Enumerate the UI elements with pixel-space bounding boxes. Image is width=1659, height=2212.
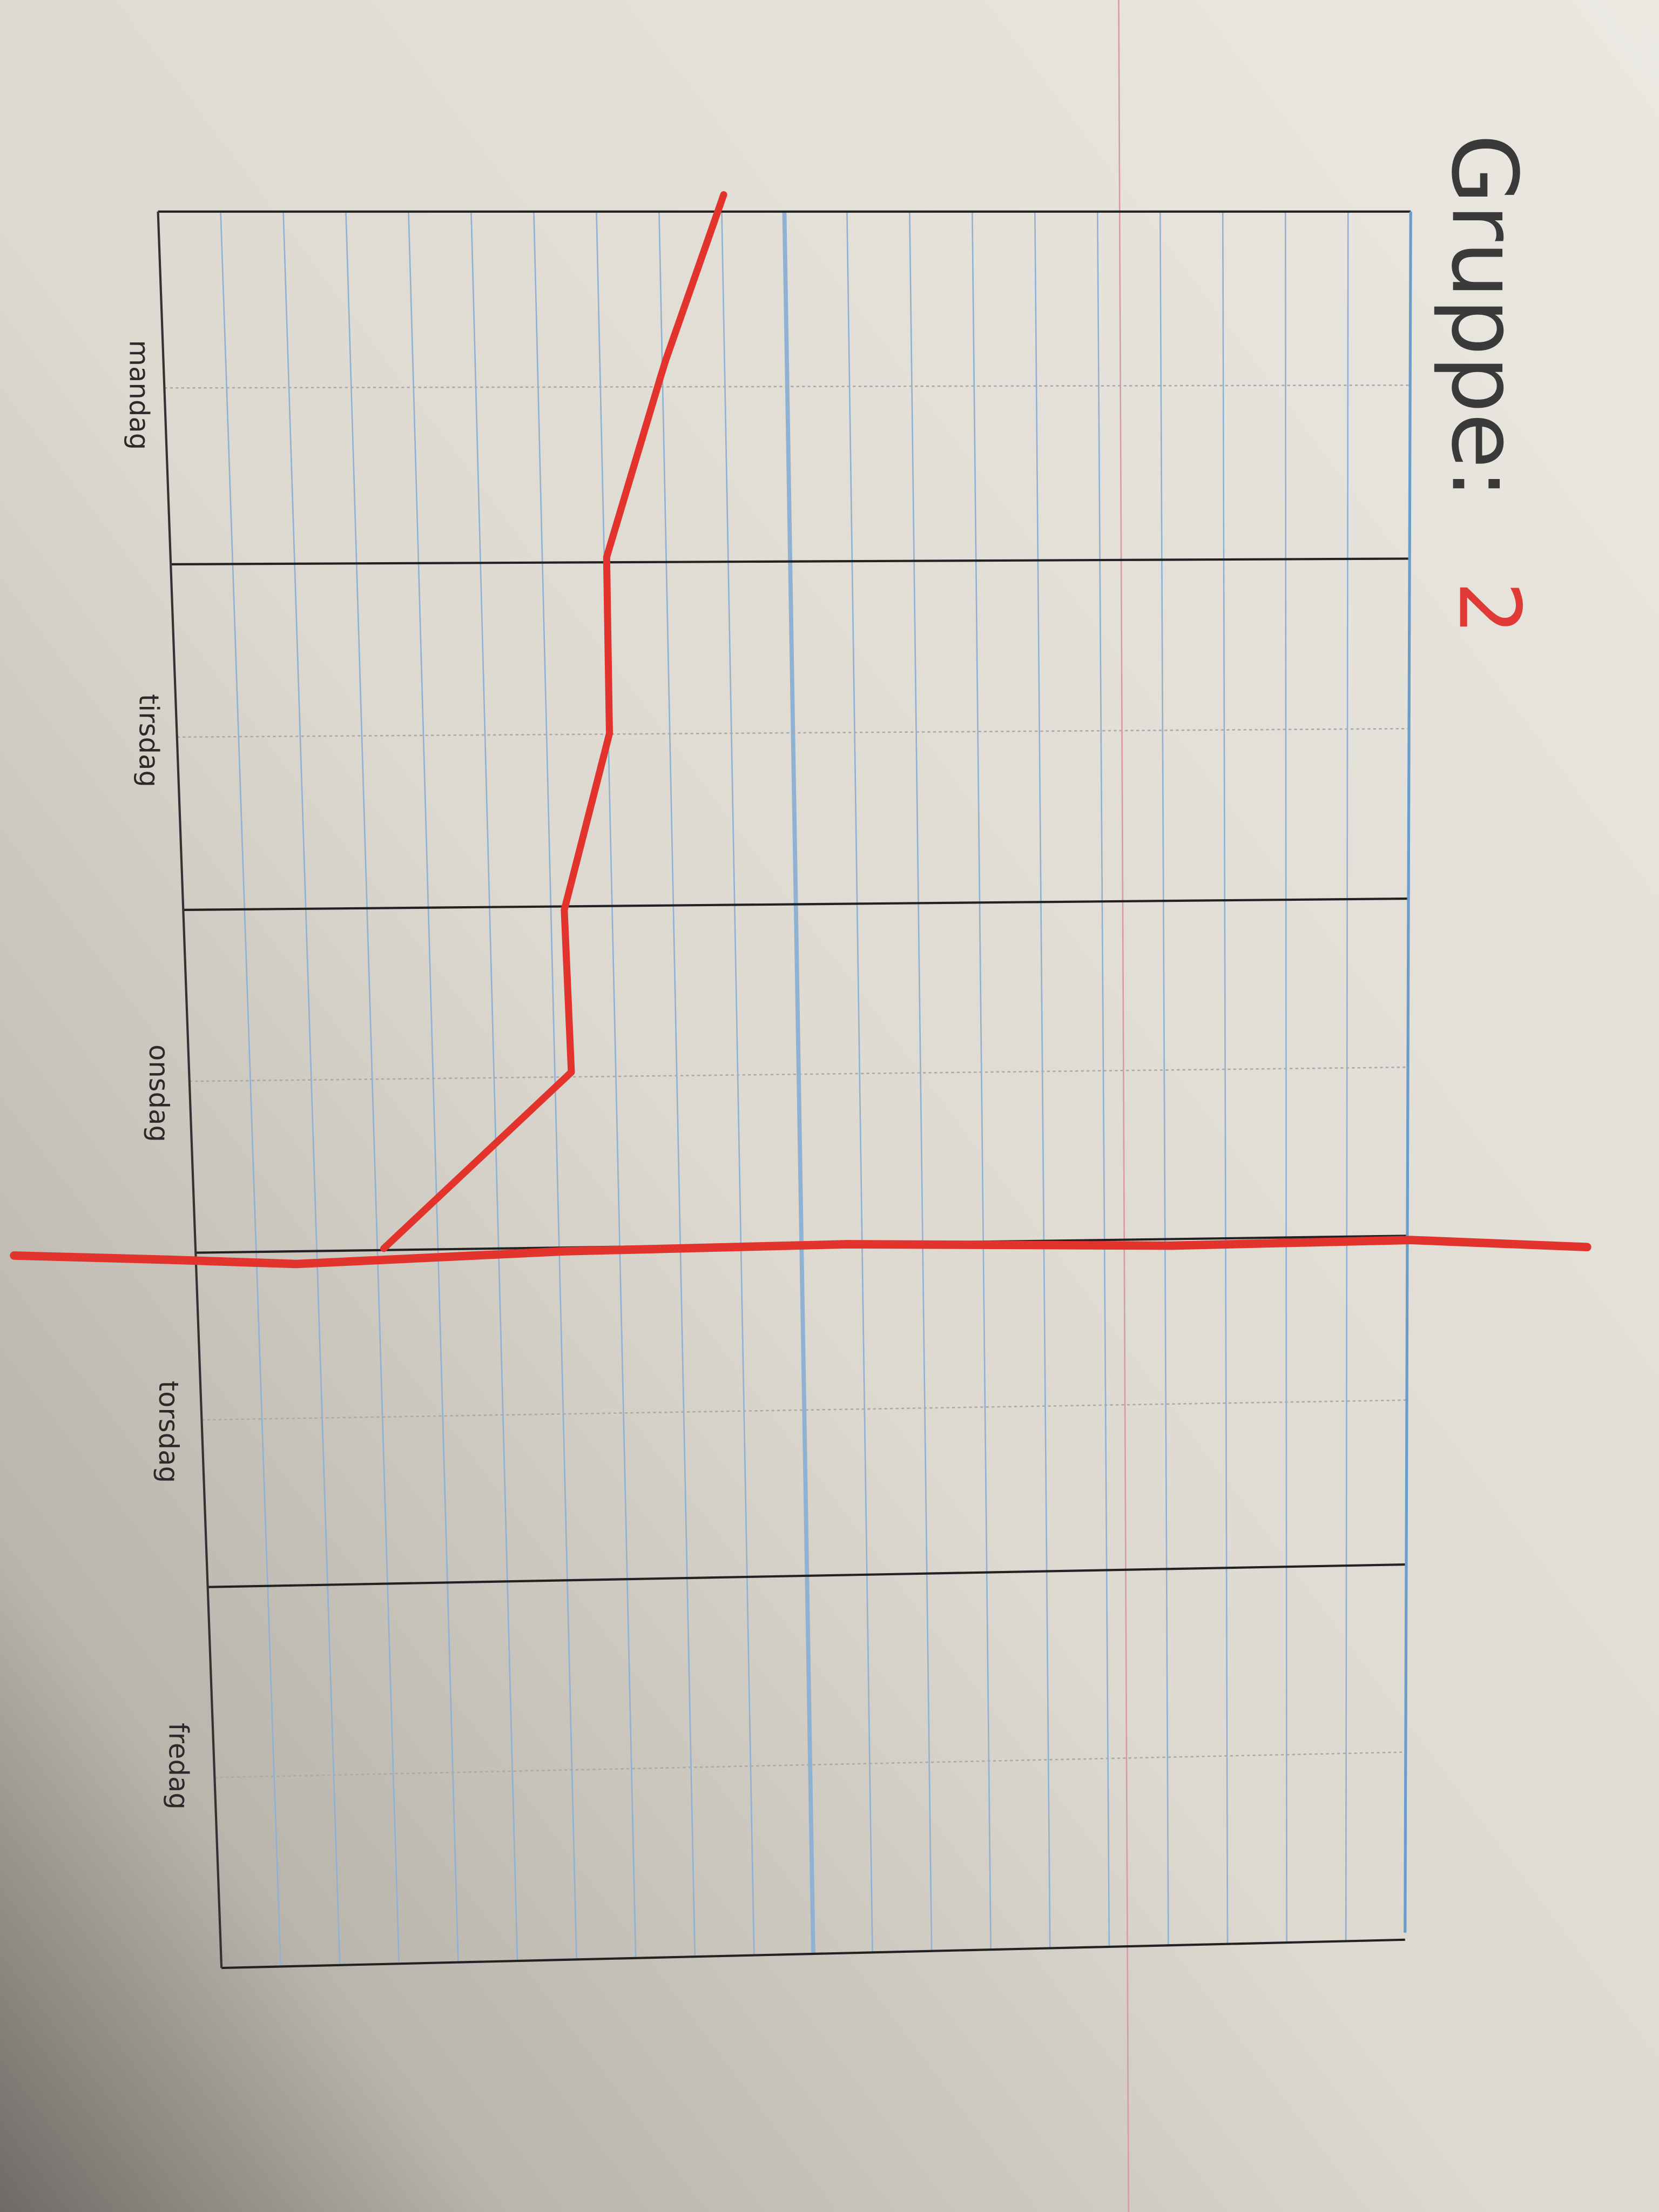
grid-column bbox=[782, 211, 815, 1954]
day-label: tirsdag bbox=[133, 694, 165, 787]
grid-row bbox=[171, 557, 1410, 565]
grid-midline bbox=[164, 384, 1411, 389]
grid-column bbox=[220, 211, 282, 1967]
grid-row bbox=[221, 1938, 1405, 1970]
margin-line bbox=[1118, 0, 1130, 2212]
grid-column bbox=[470, 211, 518, 1961]
grid-row bbox=[183, 897, 1409, 911]
red-curve bbox=[380, 191, 727, 1252]
grid-column bbox=[1345, 211, 1349, 1941]
grid-column bbox=[972, 211, 992, 1950]
grid-column bbox=[596, 211, 637, 1958]
day-label: torsdag bbox=[153, 1381, 184, 1483]
day-label: mandag bbox=[123, 340, 154, 450]
grid-column bbox=[846, 211, 873, 1953]
grid-right bbox=[1404, 211, 1412, 1933]
grid-column bbox=[1159, 211, 1169, 1946]
grid-column bbox=[1097, 211, 1110, 1947]
group-label: Gruppe: bbox=[1432, 134, 1536, 499]
grid-column bbox=[1284, 211, 1287, 1943]
day-labels: mandag tirsdag onsdag torsdag fredag bbox=[123, 340, 194, 1810]
day-label: fredag bbox=[163, 1723, 194, 1810]
day-label: onsdag bbox=[143, 1044, 174, 1142]
grid-column bbox=[408, 211, 459, 1963]
grid-column bbox=[658, 211, 696, 1957]
grid-midline bbox=[177, 727, 1410, 738]
red-baseline bbox=[10, 1236, 1591, 1269]
grid bbox=[157, 210, 1412, 1970]
grid-midline bbox=[201, 1399, 1407, 1421]
group-number: 2 bbox=[1440, 581, 1539, 635]
grid-column bbox=[721, 211, 755, 1955]
grid-row bbox=[207, 1563, 1407, 1588]
grid-column bbox=[909, 211, 933, 1951]
grid-column bbox=[282, 211, 341, 1965]
grid-column bbox=[1034, 211, 1051, 1948]
grid-midline bbox=[214, 1751, 1406, 1778]
grid-column bbox=[1222, 211, 1229, 1944]
grid-column bbox=[345, 211, 400, 1964]
grid-left bbox=[157, 211, 223, 1968]
